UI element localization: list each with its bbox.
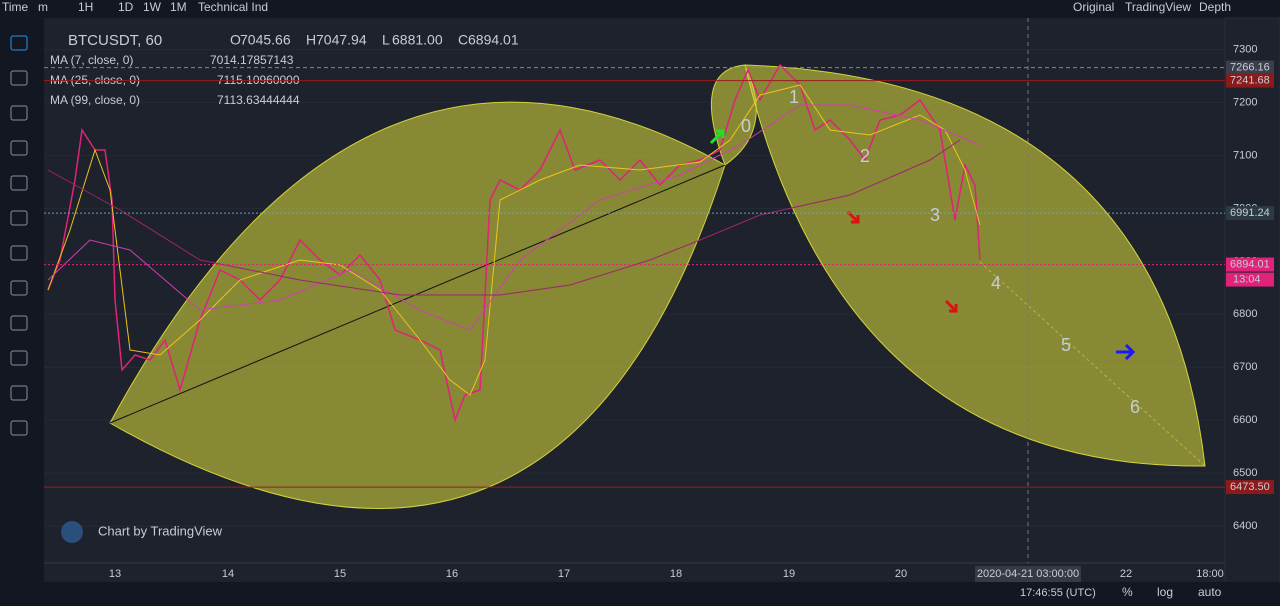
ohlc-label: L [382,32,390,48]
ohlc-value: 7047.94 [316,32,367,48]
price-label-bg [1226,257,1274,272]
ma-value: 7014.17857143 [210,53,294,67]
status-button[interactable]: log [1157,585,1173,599]
price-label-bg [1226,73,1274,88]
wave-label: 5 [1061,335,1071,355]
ohlc-label: C [458,32,468,48]
wave-label: 3 [930,205,940,225]
time-tick-label: 17 [558,568,570,580]
arrow-down [846,210,860,224]
countdown: 13:04 [1233,273,1261,285]
price-label-bg [1226,206,1274,221]
tool-icon[interactable] [10,175,28,191]
tool-icon[interactable] [10,245,28,261]
ma-7-line [47,84,981,396]
time-tick-label: 18 [670,568,682,580]
price-tick-label: 6500 [1233,467,1257,479]
ohlc-value: 6894.01 [468,32,519,48]
wave-label: 1 [789,87,799,107]
price-label: 7266.16 [1230,62,1270,74]
ma-name: MA (99, close, 0) [50,93,140,107]
ma-value: 7113.63444444 [217,93,300,107]
tool-icon[interactable] [10,105,28,121]
tool-icon[interactable] [10,70,28,86]
tool-icon[interactable] [10,315,28,331]
price-tick-label: 7200 [1233,97,1257,109]
toolbar-button[interactable]: 1D [118,0,134,14]
status-bar [0,582,1280,606]
ohlc-value: 6881.00 [392,32,443,48]
tool-icon[interactable] [10,210,28,226]
tool-icon[interactable] [10,140,28,156]
time-tick-label: 19 [783,568,795,580]
tv-logo [61,521,83,543]
time-tick-label: 16 [446,568,458,580]
toolbar-button[interactable]: Technical Ind [198,0,268,14]
tool-icon[interactable] [10,420,28,436]
arrow-right [1116,343,1136,361]
price-line [47,63,981,423]
time-tick-label: 22 [1120,568,1132,580]
price-label: 6473.50 [1230,481,1270,493]
view-tab[interactable]: Original [1073,0,1114,14]
price-tick-label: 6600 [1233,414,1257,426]
price-tick-label: 6700 [1233,361,1257,373]
time-tick-label: 18:00 [1196,568,1224,580]
toolbar-button[interactable]: 1H [78,0,93,14]
price-label-bg [1226,480,1274,495]
wave-label: 2 [860,146,870,166]
wave-label: 6 [1130,397,1140,417]
price-label: 6991.24 [1230,207,1270,219]
price-tick-label: 6800 [1233,308,1257,320]
ma-99-line [47,139,961,296]
tool-icon[interactable] [10,280,28,296]
tool-icon[interactable] [10,35,28,51]
clock: 17:46:55 (UTC) [1020,587,1096,599]
price-tick-label: 7100 [1233,149,1257,161]
toolbar-button[interactable]: 1W [143,0,162,14]
ohlc-label: O [230,32,241,48]
cursor-time: 2020-04-21 03:00:00 [977,568,1079,580]
symbol: BTCUSDT, 60 [68,32,162,49]
status-button[interactable]: auto [1198,585,1222,599]
ohlc-label: H [306,32,316,48]
arrow-up [709,129,725,145]
price-axis [1224,17,1280,606]
toolbar-button[interactable]: Time [2,0,29,14]
ohlc-value: 7045.66 [240,32,291,48]
tool-icon[interactable] [10,385,28,401]
view-tab[interactable]: TradingView [1125,0,1191,14]
countdown-bg [1226,272,1274,287]
price-label: 7241.68 [1230,75,1270,87]
fib-arc-right [744,64,1206,467]
time-tick-label: 13 [109,568,121,580]
left-toolbar [0,18,44,606]
wave-label: 4 [991,273,1001,293]
toolbar-button[interactable]: m [38,0,48,14]
price-tick-label: 6400 [1233,520,1257,532]
price-label: 6894.01 [1230,258,1270,270]
wave-label: 0 [741,116,751,136]
projection-line [979,261,1206,467]
tool-icon[interactable] [10,350,28,366]
arrow-down [944,299,958,313]
ma-name: MA (7, close, 0) [50,53,133,67]
drawing-tools [10,35,28,436]
view-tab[interactable]: Depth [1199,0,1231,14]
time-tick-label: 15 [334,568,346,580]
price-tick-label: 7300 [1233,44,1257,56]
watermark: Chart by TradingView [98,523,223,538]
cursor-time-bg [975,566,1081,582]
status-button[interactable]: % [1122,585,1133,599]
trend-line [109,164,726,424]
price-label-bg [1226,60,1274,75]
toolbar-button[interactable]: 1M [170,0,187,14]
time-tick-label: 20 [895,568,907,580]
time-tick-label: 14 [222,568,234,580]
top-toolbar [0,0,1280,18]
